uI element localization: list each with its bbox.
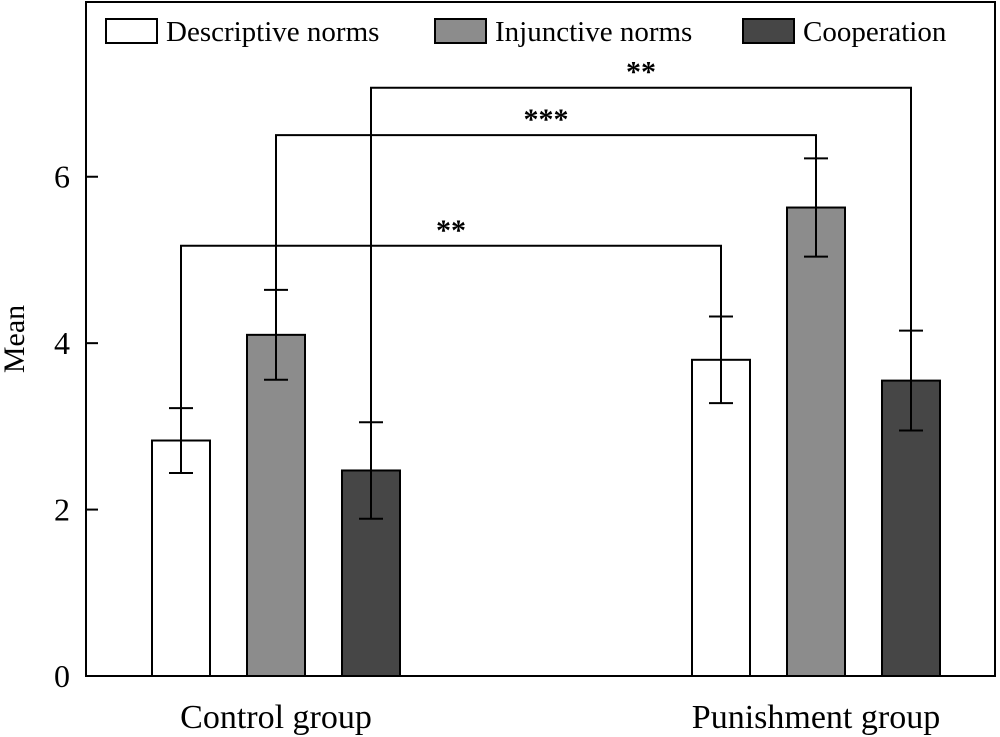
significance-bracket (370, 86, 912, 423)
significance-label: *** (524, 103, 569, 136)
significance-bracket (275, 134, 817, 290)
bar (786, 206, 846, 678)
significance-bracket (180, 244, 722, 409)
legend-label: Injunctive norms (495, 16, 692, 48)
x-tick-label: Control group (180, 699, 372, 736)
legend-label: Cooperation (803, 16, 947, 48)
significance-label: ** (626, 56, 656, 89)
legend-label: Descriptive norms (166, 16, 379, 48)
bar (691, 358, 751, 677)
y-tick-label: 4 (54, 325, 70, 361)
legend: Descriptive norms Injunctive norms Coopera… (105, 16, 947, 48)
y-tick-label: 0 (54, 658, 70, 694)
y-tick-label: 2 (54, 492, 70, 528)
legend-swatch (105, 18, 158, 44)
legend-swatch (434, 18, 487, 44)
plot-frame (85, 1, 996, 677)
y-axis-label: Mean (0, 305, 31, 373)
significance-label: ** (436, 214, 466, 247)
bar (246, 333, 306, 677)
y-tick-label: 6 (54, 159, 70, 195)
bar (151, 439, 211, 677)
x-tick-label: Punishment group (692, 699, 940, 736)
legend-swatch (742, 18, 795, 44)
